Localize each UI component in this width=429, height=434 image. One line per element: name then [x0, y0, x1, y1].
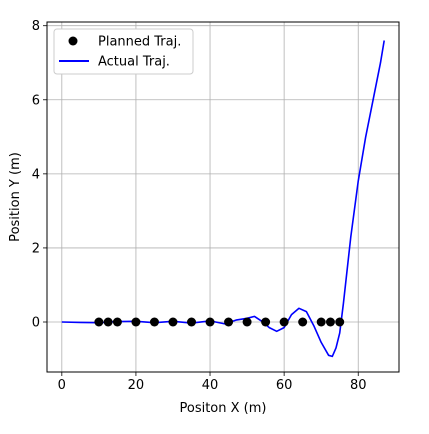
planned-point: [94, 317, 104, 327]
planned-point: [187, 317, 197, 327]
ticks: 0 20 40 60 80 0 2 4 6 8: [32, 19, 367, 393]
planned-point: [131, 317, 141, 327]
planned-point: [279, 317, 289, 327]
x-tick-label: 40: [202, 378, 219, 393]
axes-frame: [46, 21, 400, 373]
planned-point: [205, 317, 215, 327]
x-axis-label: Positon X (m): [180, 401, 267, 416]
planned-point: [335, 317, 345, 327]
y-axis-label: Position Y (m): [8, 152, 23, 242]
y-tick-label: 2: [32, 241, 40, 256]
planned-point: [316, 317, 326, 327]
y-tick-label: 6: [32, 93, 40, 108]
legend: Planned Traj. Actual Traj.: [53, 28, 194, 75]
x-tick-label: 20: [128, 378, 145, 393]
y-tick-label: 8: [32, 19, 40, 34]
planned-point: [325, 317, 335, 327]
actual-trajectory-line: [61, 40, 385, 358]
y-tick-label: 4: [32, 167, 40, 182]
legend-label-planned: Planned Traj.: [98, 35, 181, 50]
legend-label-actual: Actual Traj.: [98, 55, 170, 70]
planned-point: [242, 317, 252, 327]
planned-point: [224, 317, 234, 327]
planned-point: [168, 317, 178, 327]
planned-point: [112, 317, 122, 327]
y-tick-label: 0: [32, 316, 40, 331]
legend-marker-planned: [68, 36, 78, 46]
data-layer: [61, 40, 385, 358]
x-tick-label: 0: [58, 378, 66, 393]
legend-box: [53, 28, 194, 75]
planned-point: [149, 317, 159, 327]
planned-point: [103, 317, 113, 327]
planned-point: [261, 317, 271, 327]
x-tick-label: 80: [350, 378, 367, 393]
planned-point: [298, 317, 308, 327]
x-tick-label: 60: [276, 378, 293, 393]
